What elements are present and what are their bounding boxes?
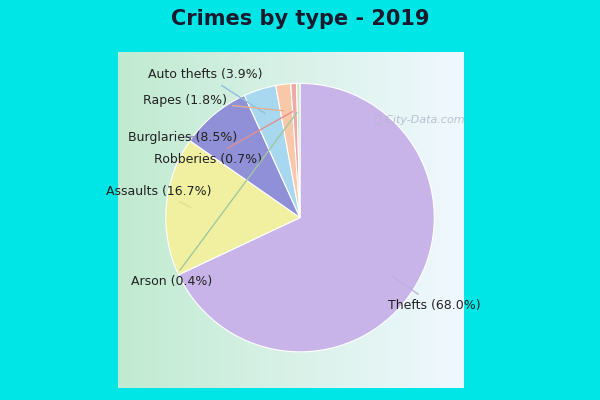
- Wedge shape: [296, 83, 300, 218]
- Text: ⓘ City-Data.com: ⓘ City-Data.com: [374, 116, 464, 126]
- Text: Arson (0.4%): Arson (0.4%): [131, 112, 297, 288]
- Wedge shape: [244, 86, 300, 218]
- Wedge shape: [291, 83, 300, 218]
- Text: Crimes by type - 2019: Crimes by type - 2019: [171, 9, 429, 29]
- Wedge shape: [190, 96, 300, 218]
- Wedge shape: [166, 141, 300, 275]
- Text: Assaults (16.7%): Assaults (16.7%): [106, 185, 211, 207]
- Text: Auto thefts (3.9%): Auto thefts (3.9%): [148, 68, 265, 114]
- Wedge shape: [275, 84, 300, 218]
- Text: Robberies (0.7%): Robberies (0.7%): [154, 112, 293, 166]
- Wedge shape: [179, 83, 434, 352]
- Text: Rapes (1.8%): Rapes (1.8%): [143, 94, 284, 111]
- Text: Thefts (68.0%): Thefts (68.0%): [388, 277, 480, 312]
- Text: Burglaries (8.5%): Burglaries (8.5%): [128, 131, 237, 144]
